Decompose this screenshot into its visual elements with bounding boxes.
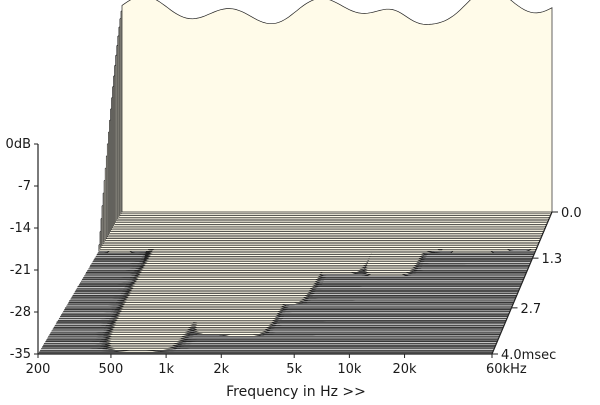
- z-tick-label: 0.0: [561, 206, 582, 221]
- x-tick-label: 10k: [337, 362, 362, 377]
- x-tick-label: 200: [26, 362, 51, 377]
- y-tick-label: -14: [10, 221, 31, 236]
- y-tick-label: 0dB: [6, 137, 31, 152]
- y-tick-label: -7: [18, 179, 31, 194]
- decay-slices: [38, 0, 553, 355]
- x-tick-label: 2k: [213, 362, 229, 377]
- x-tick-label: 500: [99, 362, 124, 377]
- x-tick-label: 60kHz: [486, 362, 527, 377]
- x-tick-label: 1k: [158, 362, 174, 377]
- x-tick-label: 20k: [393, 362, 418, 377]
- decay-slice: [121, 0, 553, 213]
- y-tick-label: -21: [10, 263, 31, 278]
- y-tick-label: -35: [10, 347, 31, 362]
- z-tick-label: 1.3: [542, 252, 563, 267]
- y-tick-label: -28: [10, 305, 31, 320]
- decay-slice: [39, 349, 493, 353]
- z-tick-label: 4.0msec: [501, 348, 556, 363]
- z-tick-label: 2.7: [521, 302, 542, 317]
- x-tick-label: 5k: [286, 362, 302, 377]
- x-axis-label: Frequency in Hz >>: [226, 384, 366, 400]
